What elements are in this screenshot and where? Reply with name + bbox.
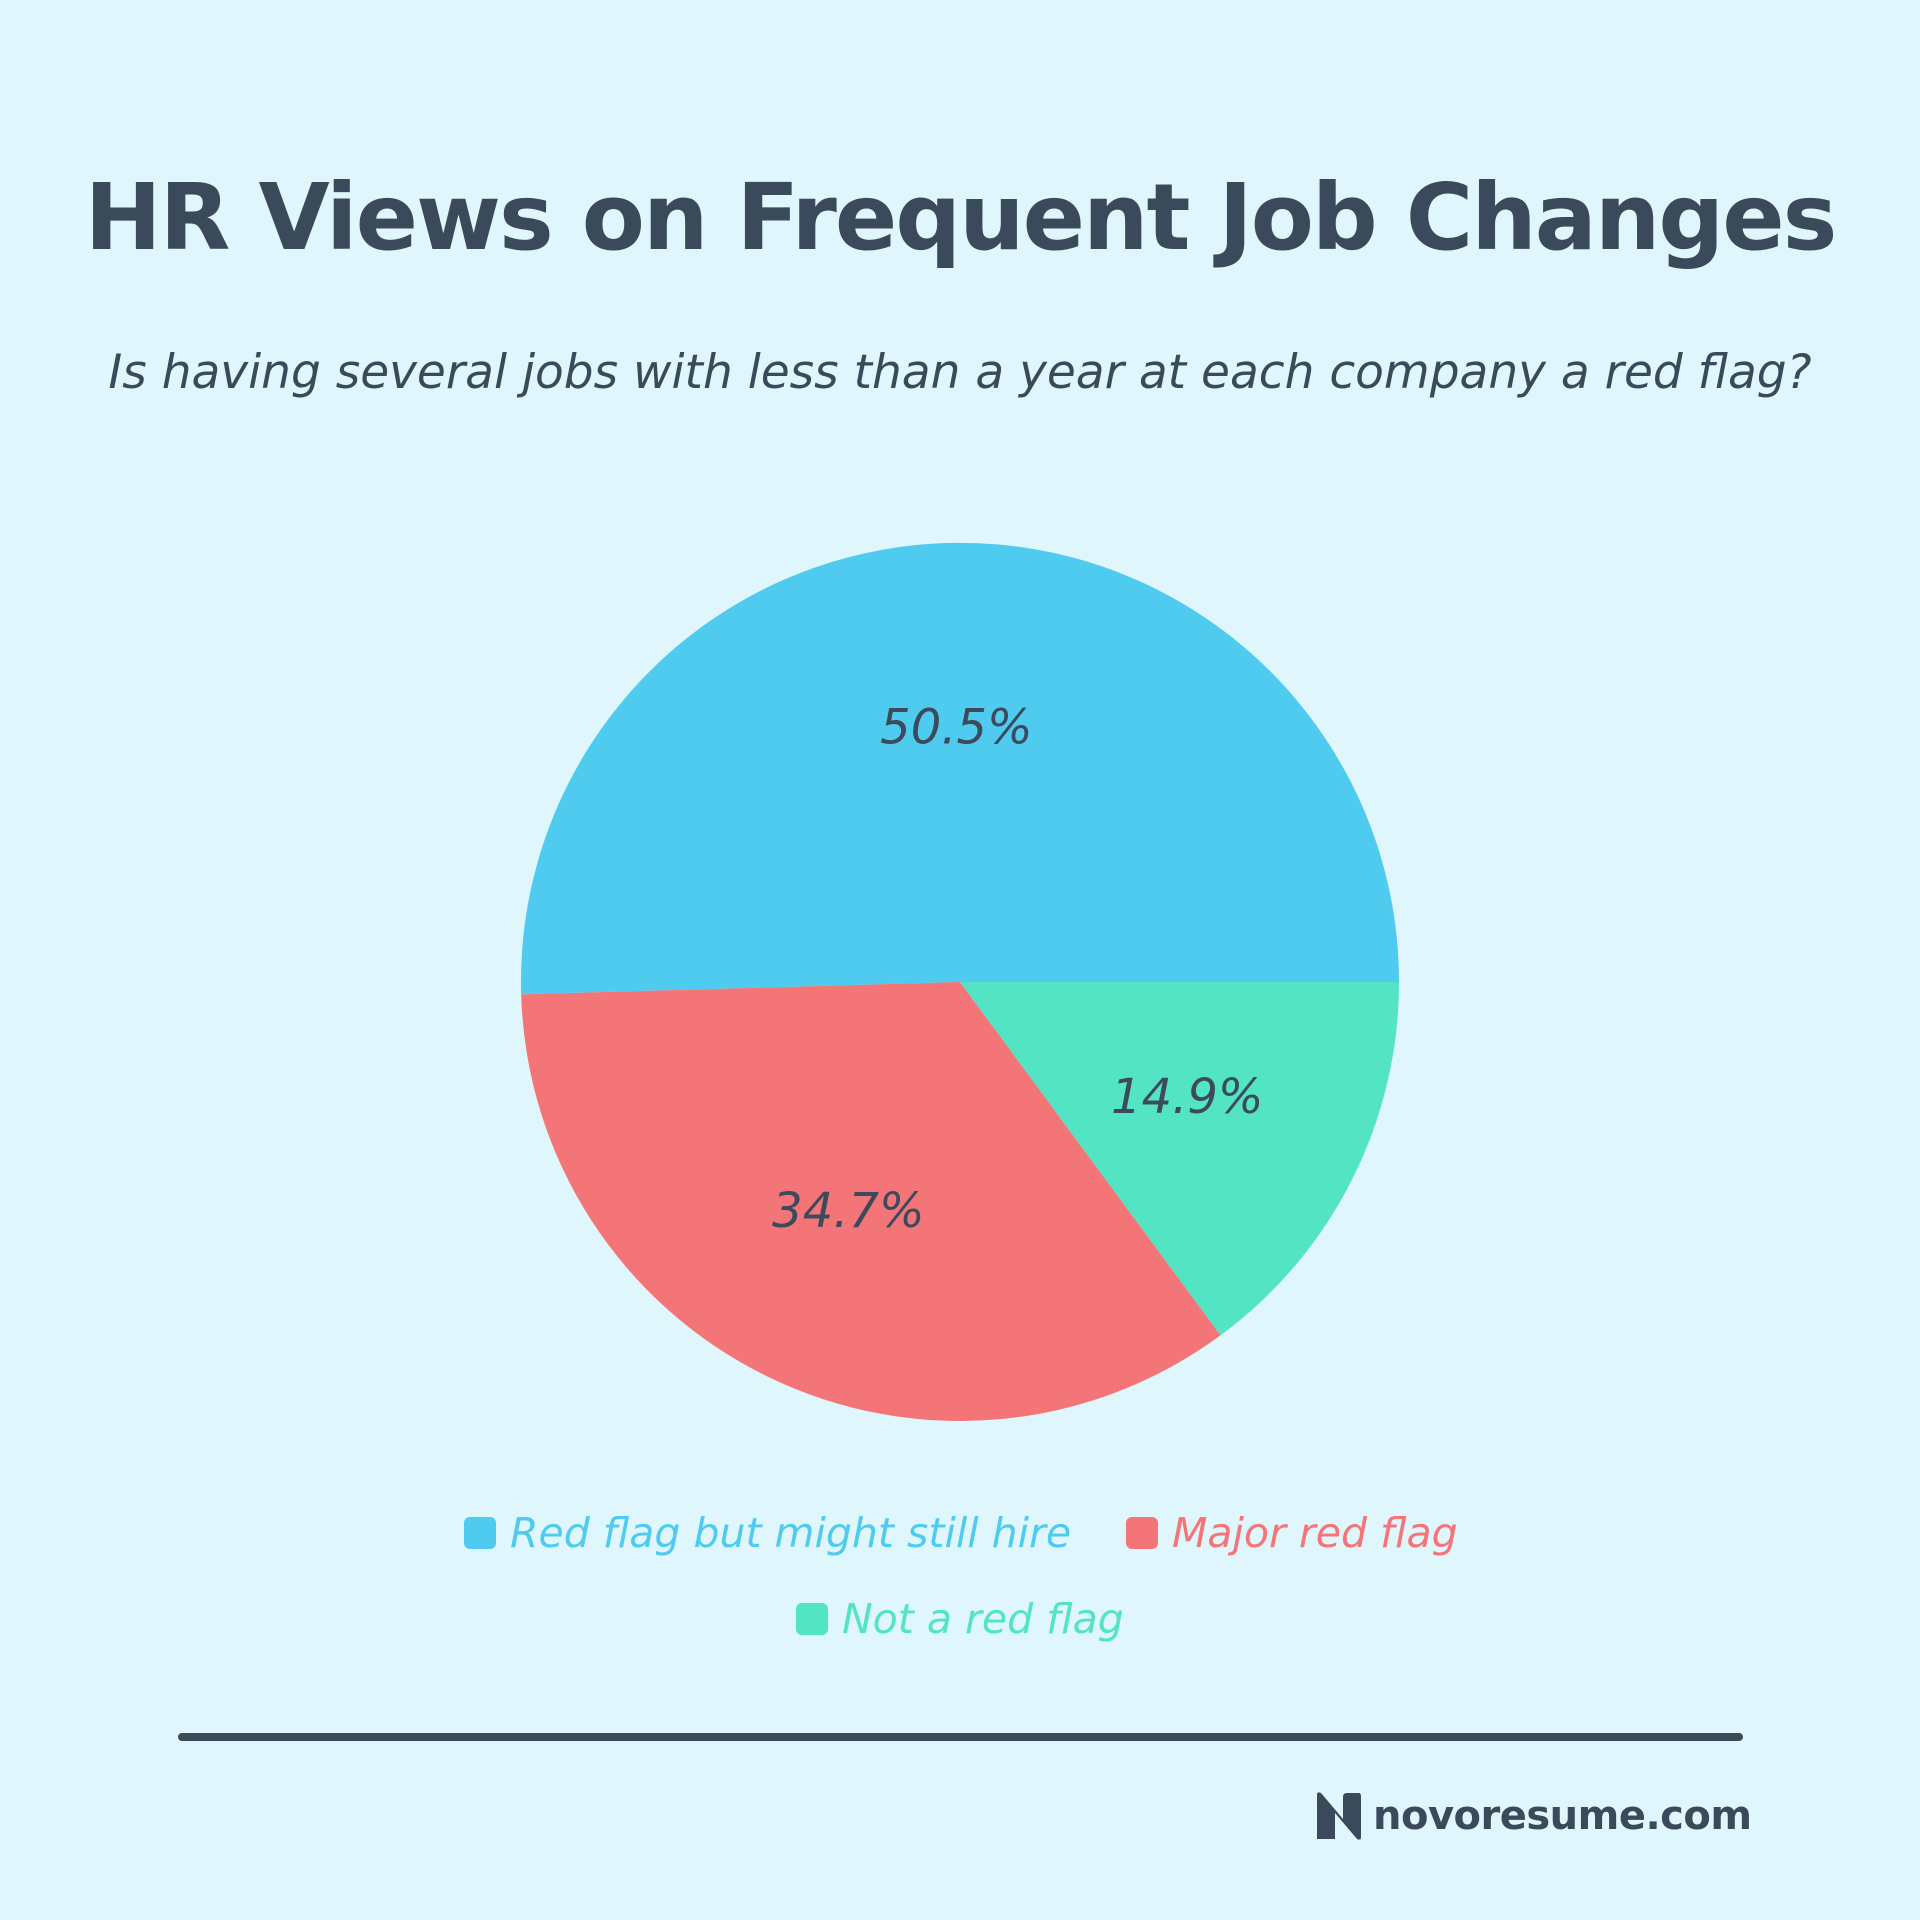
pie-slice-not-red-flag	[960, 982, 1399, 1336]
legend-label: Major red flag	[1172, 1509, 1458, 1557]
pie-slice-red-flag-might-hire	[521, 542, 1399, 995]
data-label-not-red-flag: 14.9%	[1111, 1069, 1263, 1125]
brand-name: novoresume.com	[1373, 1793, 1752, 1839]
chart-subtitle: Is having several jobs with less than a …	[108, 345, 1812, 400]
legend-swatch	[1126, 1517, 1158, 1549]
data-label-major-red-flag: 34.7%	[772, 1183, 924, 1239]
chart-title: HR Views on Frequent Job Changes	[84, 164, 1838, 271]
legend-swatch	[464, 1517, 496, 1549]
novoresume-n-logo-icon	[1317, 1792, 1361, 1840]
legend-label: Not a red flag	[842, 1595, 1124, 1643]
pie-slices	[521, 542, 1399, 1421]
brand-logo[interactable]: novoresume.com	[1313, 1786, 1752, 1846]
legend-item-major-red-flag: Major red flag	[1126, 1503, 1458, 1563]
legend-label: Red flag but might still hire	[510, 1509, 1072, 1557]
footer-divider	[178, 1733, 1743, 1741]
data-label-red-flag-might-hire: 50.5%	[880, 699, 1032, 755]
pie-data-labels: 50.5% 34.7% 14.9%	[772, 699, 1263, 1239]
legend-item-not-red-flag: Not a red flag	[796, 1589, 1124, 1649]
pie-slice-major-red-flag	[521, 982, 1221, 1421]
legend-swatch	[796, 1603, 828, 1635]
legend-item-red-flag-might-hire: Red flag but might still hire	[464, 1503, 1071, 1563]
